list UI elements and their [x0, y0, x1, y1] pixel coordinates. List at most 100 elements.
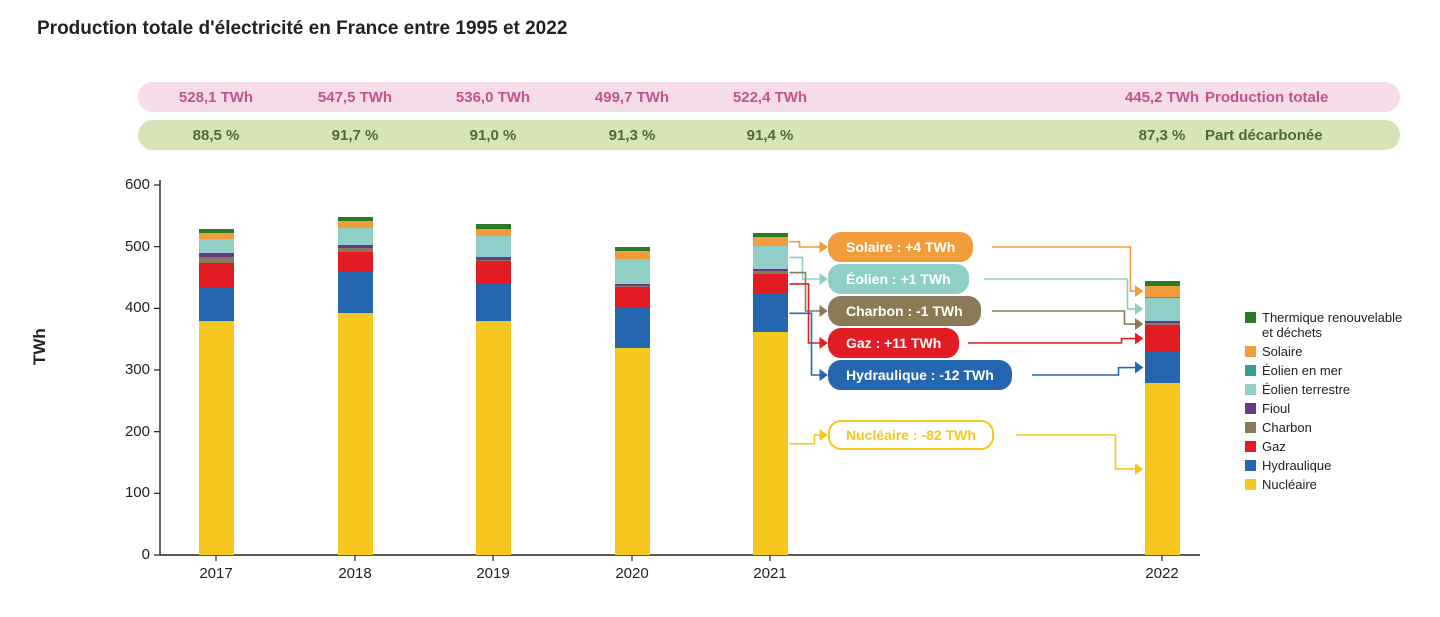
- x-tick: 2017: [186, 565, 246, 582]
- strip-value: 522,4 TWh: [701, 89, 839, 106]
- x-tick: 2020: [602, 565, 662, 582]
- bar-segment: [753, 271, 788, 273]
- bar-segment: [476, 260, 511, 261]
- bar-segment: [338, 313, 373, 555]
- bar-segment: [338, 221, 373, 228]
- strip-value: 91,4 %: [701, 127, 839, 144]
- header-strip-total: 528,1 TWh547,5 TWh536,0 TWh499,7 TWh522,…: [138, 82, 1400, 112]
- bar-segment: [1145, 297, 1180, 298]
- legend-item: Nucléaire: [1245, 477, 1412, 492]
- bar-segment: [1145, 383, 1180, 555]
- bar-segment: [1145, 286, 1180, 297]
- legend-swatch: [1245, 441, 1256, 452]
- bar-segment: [753, 233, 788, 237]
- bar-segment: [615, 286, 650, 287]
- x-tick: 2019: [463, 565, 523, 582]
- legend-item: Éolien en mer: [1245, 363, 1412, 378]
- bar-segment: [615, 251, 650, 259]
- legend-swatch: [1245, 346, 1256, 357]
- legend-label: Fioul: [1262, 401, 1290, 416]
- legend-swatch: [1245, 384, 1256, 395]
- legend-label: Hydraulique: [1262, 458, 1331, 473]
- legend-label: Nucléaire: [1262, 477, 1317, 492]
- bar-segment: [476, 229, 511, 236]
- bar-segment: [338, 217, 373, 221]
- bar-segment: [338, 271, 373, 313]
- strip-label: Production totale: [1205, 89, 1409, 106]
- bar-segment: [476, 284, 511, 321]
- legend-label: Solaire: [1262, 344, 1302, 359]
- strip-label: Part décarbonée: [1205, 127, 1409, 144]
- legend-item: Thermique renouvelable et déchets: [1245, 310, 1412, 340]
- x-tick: 2021: [740, 565, 800, 582]
- legend-swatch: [1245, 479, 1256, 490]
- legend-item: Solaire: [1245, 344, 1412, 359]
- strip-value: 536,0 TWh: [424, 89, 562, 106]
- bar-segment: [615, 287, 650, 309]
- strip-value: 91,7 %: [286, 127, 424, 144]
- bar-segment: [615, 348, 650, 555]
- bar-segment: [753, 332, 788, 555]
- bar-segment: [1145, 323, 1180, 325]
- legend-label: Éolien terrestre: [1262, 382, 1350, 397]
- bar-segment: [199, 229, 234, 233]
- callout: Gaz : +11 TWh: [828, 328, 959, 358]
- header-strip-decarb: 88,5 %91,7 %91,0 %91,3 %91,4 %87,3 %Part…: [138, 120, 1400, 150]
- strip-value: 91,0 %: [424, 127, 562, 144]
- legend-item: Fioul: [1245, 401, 1412, 416]
- callout: Charbon : -1 TWh: [828, 296, 981, 326]
- y-tick: 300: [110, 361, 150, 378]
- bar-segment: [615, 284, 650, 286]
- bar-segment: [199, 321, 234, 555]
- legend-label: Gaz: [1262, 439, 1286, 454]
- callout: Hydraulique : -12 TWh: [828, 360, 1012, 390]
- y-tick: 0: [110, 546, 150, 563]
- legend-swatch: [1245, 365, 1256, 376]
- bar-segment: [199, 239, 234, 254]
- x-tick: 2018: [325, 565, 385, 582]
- strip-value: 528,1 TWh: [147, 89, 285, 106]
- figure: { "title": "Production totale d'électric…: [0, 0, 1440, 617]
- y-tick: 600: [110, 176, 150, 193]
- strip-value: 88,5 %: [147, 127, 285, 144]
- bar-segment: [1145, 297, 1180, 320]
- legend-swatch: [1245, 312, 1256, 323]
- legend-swatch: [1245, 460, 1256, 471]
- bar-segment: [1145, 321, 1180, 323]
- y-tick: 400: [110, 299, 150, 316]
- bar-segment: [476, 257, 511, 259]
- legend-item: Charbon: [1245, 420, 1412, 435]
- bar-segment: [753, 237, 788, 246]
- callout: Solaire : +4 TWh: [828, 232, 973, 262]
- legend-label: Charbon: [1262, 420, 1312, 435]
- strip-value: 499,7 TWh: [563, 89, 701, 106]
- bar-segment: [199, 263, 234, 288]
- bar-segment: [1145, 281, 1180, 286]
- bar-segment: [476, 261, 511, 284]
- bar-segment: [199, 253, 234, 256]
- legend-swatch: [1245, 403, 1256, 414]
- legend: Thermique renouvelable et déchets Solaire…: [1245, 310, 1412, 496]
- callout: Nucléaire : -82 TWh: [828, 420, 994, 450]
- bar-segment: [1145, 352, 1180, 383]
- y-tick: 100: [110, 484, 150, 501]
- x-tick: 2022: [1132, 565, 1192, 582]
- bar-segment: [338, 252, 373, 271]
- bar-segment: [615, 247, 650, 251]
- strip-value: 547,5 TWh: [286, 89, 424, 106]
- bar-segment: [615, 259, 650, 284]
- bar-segment: [199, 288, 234, 321]
- bar-segment: [476, 236, 511, 257]
- bar-segment: [753, 269, 788, 271]
- y-tick: 500: [110, 238, 150, 255]
- legend-label: Thermique renouvelable et déchets: [1262, 310, 1412, 340]
- bar-segment: [476, 224, 511, 228]
- bar-segment: [753, 274, 788, 294]
- bar-segment: [338, 245, 373, 247]
- bar-segment: [476, 321, 511, 555]
- strip-value: 91,3 %: [563, 127, 701, 144]
- bar-segment: [1145, 325, 1180, 352]
- callout: Éolien : +1 TWh: [828, 264, 969, 294]
- bar-segment: [199, 257, 234, 263]
- bar-segment: [753, 294, 788, 332]
